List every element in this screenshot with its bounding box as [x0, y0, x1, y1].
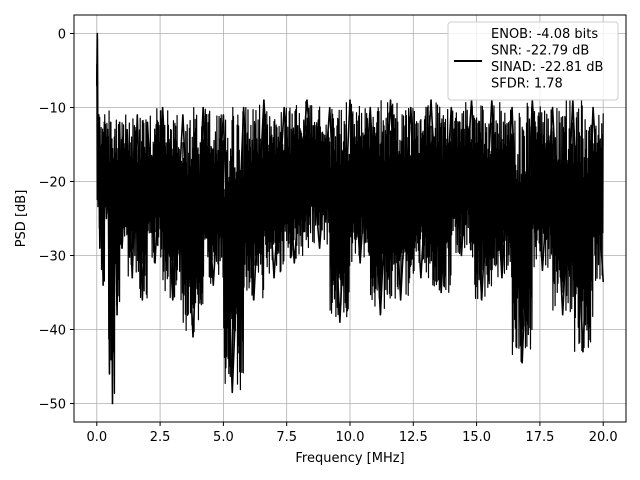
data-point	[202, 106, 204, 109]
data-point	[116, 313, 118, 316]
data-point	[273, 276, 275, 279]
data-point	[521, 362, 523, 364]
data-point	[379, 313, 382, 316]
data-point	[222, 114, 225, 116]
data-point	[551, 106, 554, 109]
data-point	[171, 299, 174, 301]
y-tick-label: −30	[39, 250, 66, 265]
data-point	[420, 276, 422, 279]
x-tick-label: 0.0	[86, 430, 107, 445]
data-point	[349, 99, 351, 101]
x-tick-label: 2.5	[150, 430, 171, 445]
data-point	[306, 99, 308, 101]
x-tick-label: 5.0	[213, 430, 234, 445]
legend-box	[447, 21, 619, 101]
data-point	[111, 402, 114, 405]
data-point	[293, 262, 296, 264]
data-point	[430, 99, 432, 101]
data-point	[154, 262, 156, 264]
data-point	[102, 284, 104, 286]
data-point	[107, 136, 109, 138]
data-point	[161, 106, 164, 109]
x-ticks: 0.0 2.5 5.0 7.5 10.0 12.5 15.0 17.5 20.0	[86, 422, 618, 445]
data-point	[121, 247, 123, 249]
x-tick-label: 15.0	[462, 430, 491, 445]
y-tick-label: −10	[39, 102, 66, 117]
data-point	[480, 299, 483, 301]
legend-entry: SINAD: -22.81 dB	[491, 60, 603, 75]
legend-entry: ENOB: -4.08 bits	[491, 27, 598, 42]
data-point	[389, 99, 392, 101]
data-point	[131, 276, 134, 279]
data-point	[450, 106, 453, 109]
x-tick-label: 7.5	[276, 430, 297, 445]
legend-entry: SFDR: 1.78	[491, 77, 563, 92]
data-point	[501, 276, 503, 279]
y-tick-label: 0	[58, 28, 66, 43]
x-tick-label: 17.5	[525, 430, 554, 445]
data-point	[328, 106, 331, 109]
data-point	[399, 299, 402, 301]
legend-entry: SNR: -22.79 dB	[491, 44, 589, 59]
data-point	[146, 121, 149, 124]
data-point	[109, 121, 112, 124]
data-point	[136, 114, 139, 116]
data-point	[103, 121, 106, 124]
data-point	[283, 106, 285, 109]
data-point	[602, 280, 605, 283]
x-tick-label: 20.0	[589, 430, 618, 445]
data-point	[192, 336, 194, 338]
data-point	[118, 121, 121, 124]
data-point	[212, 284, 215, 286]
data-point	[105, 217, 108, 220]
x-tick-label: 12.5	[399, 430, 428, 445]
data-point	[252, 299, 255, 301]
data-point	[263, 99, 265, 101]
data-point	[511, 106, 513, 109]
data-point	[460, 254, 463, 257]
y-tick-label: −50	[39, 398, 66, 413]
data-point	[242, 106, 245, 109]
y-tick-label: −20	[39, 176, 66, 191]
data-point	[98, 114, 100, 116]
data-point	[561, 313, 564, 316]
data-point	[96, 32, 99, 35]
data-point	[318, 247, 321, 249]
y-tick-label: −40	[39, 324, 66, 339]
data-point	[440, 291, 442, 294]
data-point	[359, 262, 361, 264]
data-point	[126, 128, 128, 131]
data-point	[582, 350, 584, 353]
x-axis-label: Frequency [MHz]	[295, 451, 404, 466]
data-point	[141, 299, 144, 301]
data-point	[339, 321, 341, 323]
data-point	[113, 136, 116, 138]
y-axis-label: PSD [dB]	[14, 190, 29, 248]
data-point	[97, 180, 99, 183]
data-point	[541, 269, 544, 272]
y-ticks: 0 −10 −20 −30 −40 −50	[39, 28, 74, 413]
data-point	[100, 143, 103, 146]
data-point	[369, 106, 372, 109]
data-point	[108, 373, 111, 375]
x-tick-label: 10.0	[336, 430, 365, 445]
data-point	[231, 391, 234, 394]
data-point	[409, 106, 412, 109]
data-point	[592, 106, 594, 109]
data-point	[95, 84, 98, 87]
data-point	[182, 114, 184, 116]
data-point	[99, 247, 101, 249]
